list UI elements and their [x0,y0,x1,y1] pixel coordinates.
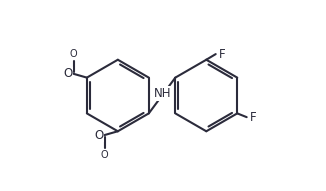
Text: NH: NH [154,87,172,100]
Text: F: F [249,111,256,124]
Text: O: O [95,129,104,142]
Text: O: O [70,49,78,59]
Text: F: F [218,48,225,61]
Text: O: O [101,150,109,160]
Text: O: O [64,67,73,80]
